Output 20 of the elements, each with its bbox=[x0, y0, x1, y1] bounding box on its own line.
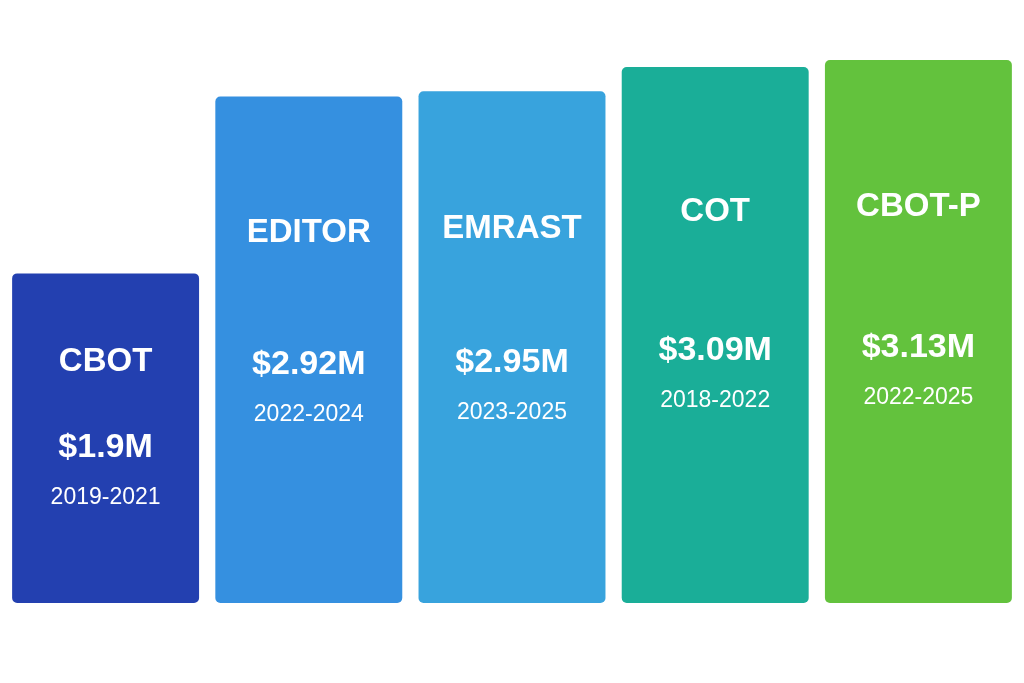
bar bbox=[824, 60, 1012, 603]
bar bbox=[12, 273, 200, 603]
x-tick-label: COT bbox=[680, 190, 751, 228]
annotation: 2022-2024 bbox=[253, 400, 364, 427]
data-label: $1.9M bbox=[58, 426, 153, 465]
annotation: 2022-2025 bbox=[863, 383, 974, 410]
annotation: 2019-2021 bbox=[50, 483, 161, 510]
data-label: $2.92M bbox=[252, 343, 366, 382]
annotation: 2018-2022 bbox=[660, 386, 771, 413]
x-tick-label: EMRAST bbox=[442, 208, 582, 246]
data-label: $3.13M bbox=[861, 326, 976, 365]
x-tick-label: CBOT bbox=[58, 341, 153, 379]
data-label: $3.09M bbox=[658, 329, 772, 368]
bar bbox=[621, 66, 809, 603]
bar bbox=[215, 96, 403, 603]
bar bbox=[418, 91, 606, 603]
x-tick-label: EDITOR bbox=[246, 212, 371, 250]
data-label: $2.95M bbox=[455, 340, 569, 379]
x-tick-label: CBOT-P bbox=[856, 185, 981, 223]
annotation: 2023-2025 bbox=[457, 397, 567, 424]
